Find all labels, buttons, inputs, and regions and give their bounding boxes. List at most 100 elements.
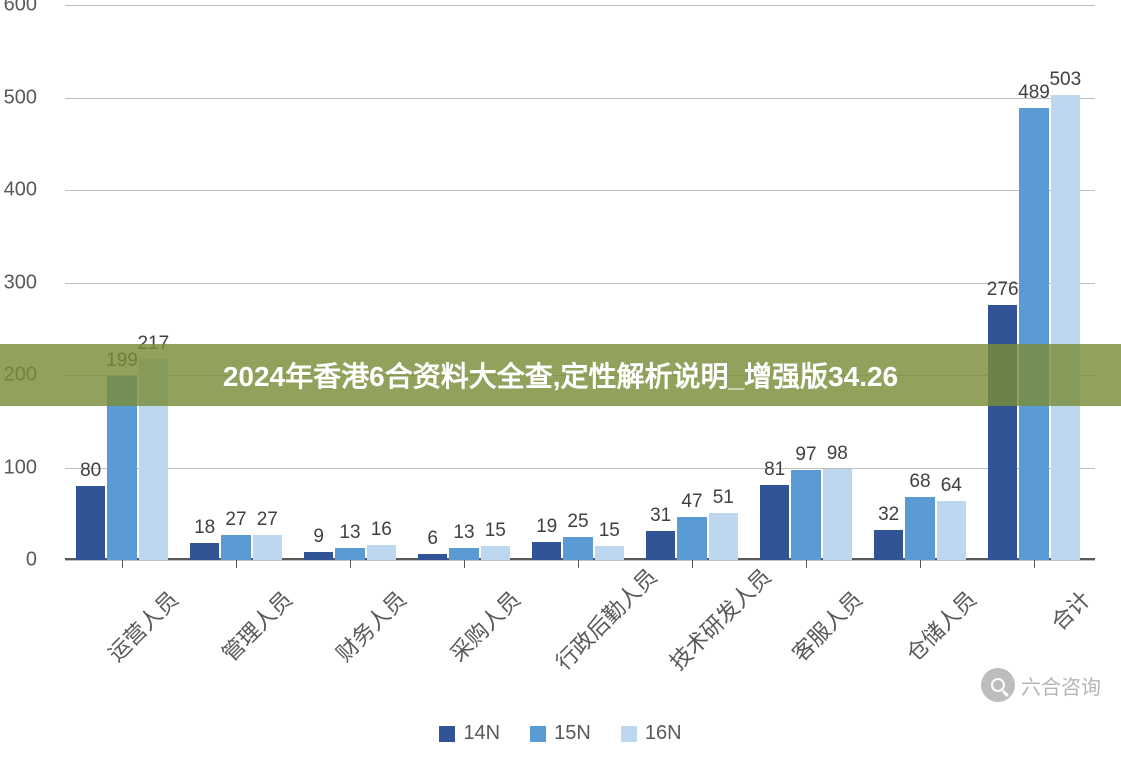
gridline	[65, 5, 1095, 6]
legend-label: 14N	[463, 722, 500, 745]
bar-value-label: 81	[764, 459, 785, 481]
bar: 64	[937, 501, 966, 560]
bar: 13	[335, 548, 364, 560]
bar: 51	[709, 513, 738, 560]
bar: 27	[253, 535, 282, 560]
x-category-label: 合计	[1003, 583, 1096, 676]
gridline	[65, 468, 1095, 469]
bar-group: 819798	[759, 469, 853, 560]
x-category-label: 技术研发人员	[661, 583, 754, 676]
bar: 276	[988, 305, 1017, 560]
gridline	[65, 98, 1095, 99]
bar-value-label: 47	[681, 491, 702, 513]
bar: 16	[367, 545, 396, 560]
x-tick	[464, 560, 465, 568]
bar-group: 326864	[873, 497, 967, 560]
bar: 489	[1019, 108, 1048, 560]
bar: 68	[905, 497, 934, 560]
y-tick-label: 100	[4, 456, 37, 479]
x-tick	[806, 560, 807, 568]
x-tick	[1034, 560, 1035, 568]
bar-value-label: 15	[485, 520, 506, 542]
bar: 6	[418, 554, 447, 560]
bar: 97	[791, 470, 820, 560]
bar: 31	[646, 531, 675, 560]
bar-value-label: 27	[257, 509, 278, 531]
bar-value-label: 27	[225, 509, 246, 531]
plot-area: 0100200300400500600801992171827279131661…	[65, 5, 1095, 560]
bar-value-label: 98	[827, 443, 848, 465]
x-tick	[578, 560, 579, 568]
x-tick	[692, 560, 693, 568]
bar: 9	[304, 552, 333, 560]
gridline	[65, 283, 1095, 284]
bar-value-label: 31	[650, 505, 671, 527]
bar: 98	[823, 469, 852, 560]
legend-swatch	[621, 726, 637, 742]
x-category-label: 运营人员	[91, 583, 184, 676]
bar-group: 61315	[417, 546, 511, 560]
bar-value-label: 25	[567, 511, 588, 533]
legend-label: 16N	[645, 722, 682, 745]
wechat-icon	[981, 668, 1015, 702]
legend-swatch	[530, 726, 546, 742]
bar: 18	[190, 543, 219, 560]
gridline	[65, 190, 1095, 191]
bar-group: 91316	[303, 545, 397, 560]
x-axis-labels: 运营人员管理人员财务人员采购人员行政后勤人员技术研发人员客服人员仓储人员合计	[65, 575, 1095, 695]
bar: 32	[874, 530, 903, 560]
watermark-text: 六合咨询	[1021, 671, 1101, 700]
bar-value-label: 68	[909, 471, 930, 493]
x-category-label: 采购人员	[433, 583, 526, 676]
legend-item: 15N	[530, 722, 591, 745]
bar-value-label: 9	[313, 526, 324, 548]
bar: 25	[563, 537, 592, 560]
bar-value-label: 32	[878, 504, 899, 526]
x-category-label: 行政后勤人员	[547, 583, 640, 676]
x-tick	[236, 560, 237, 568]
bar: 80	[76, 486, 105, 560]
grouped-bar-chart: 0100200300400500600801992171827279131661…	[45, 5, 1095, 560]
y-tick-label: 300	[4, 271, 37, 294]
x-tick	[350, 560, 351, 568]
legend-swatch	[439, 726, 455, 742]
bar-value-label: 19	[536, 516, 557, 538]
bar-value-label: 6	[427, 528, 438, 550]
bar-value-label: 51	[713, 487, 734, 509]
y-tick-label: 500	[4, 86, 37, 109]
bar-value-label: 489	[1018, 82, 1050, 104]
watermark: 六合咨询	[981, 668, 1101, 702]
legend-item: 14N	[439, 722, 500, 745]
bar-group: 314751	[645, 513, 739, 560]
legend-label: 15N	[554, 722, 591, 745]
bar-value-label: 276	[987, 279, 1019, 301]
legend: 14N 15N 16N	[0, 722, 1121, 745]
y-tick-label: 400	[4, 179, 37, 202]
bar-value-label: 80	[80, 460, 101, 482]
gridline	[65, 560, 1095, 561]
legend-item: 16N	[621, 722, 682, 745]
bar-value-label: 18	[194, 517, 215, 539]
overlay-text: 2024年香港6合资料大全查,定性解析说明_增强版34.26	[223, 355, 898, 395]
bar: 15	[481, 546, 510, 560]
x-category-label: 财务人员	[319, 583, 412, 676]
bar-value-label: 97	[795, 444, 816, 466]
overlay-banner: 2024年香港6合资料大全查,定性解析说明_增强版34.26	[0, 344, 1121, 406]
x-tick	[920, 560, 921, 568]
bar-group: 192515	[531, 537, 625, 560]
bar: 19	[532, 542, 561, 560]
bar-value-label: 503	[1049, 69, 1081, 91]
bar-group: 182727	[189, 535, 283, 560]
bar-value-label: 64	[941, 475, 962, 497]
x-category-label: 客服人员	[775, 583, 868, 676]
bar: 47	[677, 517, 706, 560]
bar-value-label: 15	[599, 520, 620, 542]
bar-value-label: 13	[453, 522, 474, 544]
bar: 503	[1051, 95, 1080, 560]
x-category-label: 管理人员	[205, 583, 298, 676]
bar-value-label: 13	[339, 522, 360, 544]
y-tick-label: 0	[26, 549, 37, 572]
x-tick	[122, 560, 123, 568]
bar: 81	[760, 485, 789, 560]
y-tick-label: 600	[4, 0, 37, 17]
